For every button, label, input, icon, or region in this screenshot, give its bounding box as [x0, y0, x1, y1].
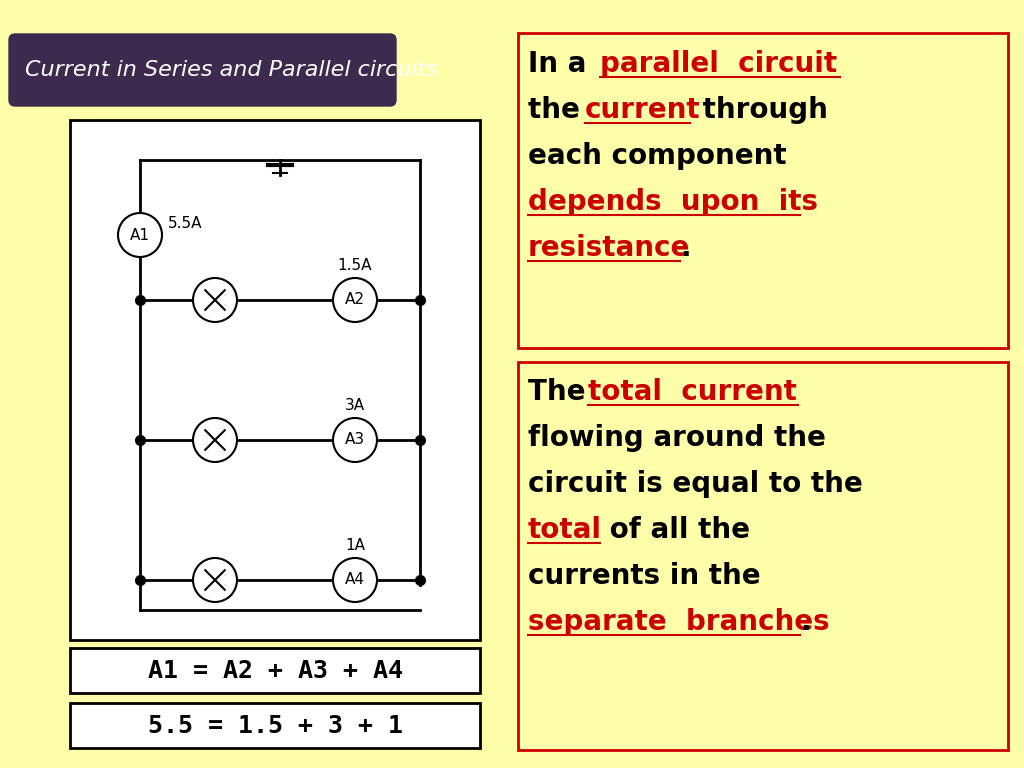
FancyBboxPatch shape	[518, 33, 1008, 348]
Circle shape	[193, 278, 237, 322]
FancyBboxPatch shape	[9, 34, 396, 106]
Circle shape	[193, 418, 237, 462]
Circle shape	[333, 418, 377, 462]
Text: current: current	[585, 96, 700, 124]
FancyBboxPatch shape	[70, 120, 480, 640]
Text: resistance: resistance	[528, 234, 690, 262]
Text: flowing around the: flowing around the	[528, 424, 826, 452]
Text: 1A: 1A	[345, 538, 365, 553]
Text: of all the: of all the	[600, 516, 750, 544]
Text: total  current: total current	[588, 378, 797, 406]
Text: Current in Series and Parallel circuits: Current in Series and Parallel circuits	[25, 60, 438, 80]
Text: In a: In a	[528, 50, 596, 78]
Text: A2: A2	[345, 293, 365, 307]
Text: A1: A1	[130, 227, 150, 243]
Circle shape	[333, 278, 377, 322]
Text: parallel  circuit: parallel circuit	[600, 50, 838, 78]
Text: the: the	[528, 96, 590, 124]
Text: depends  upon  its: depends upon its	[528, 188, 818, 216]
Text: through: through	[693, 96, 827, 124]
Text: each component: each component	[528, 142, 786, 170]
Text: 3A: 3A	[345, 398, 366, 413]
FancyBboxPatch shape	[518, 362, 1008, 750]
Circle shape	[193, 558, 237, 602]
Circle shape	[333, 558, 377, 602]
Text: separate  branches: separate branches	[528, 608, 829, 636]
FancyBboxPatch shape	[70, 703, 480, 748]
Text: 5.5 = 1.5 + 3 + 1: 5.5 = 1.5 + 3 + 1	[147, 714, 402, 738]
Text: .: .	[680, 234, 690, 262]
Text: The: The	[528, 378, 595, 406]
Text: A1 = A2 + A3 + A4: A1 = A2 + A3 + A4	[147, 659, 402, 683]
Circle shape	[118, 213, 162, 257]
Text: currents in the: currents in the	[528, 562, 761, 590]
Text: total: total	[528, 516, 602, 544]
Text: circuit is equal to the: circuit is equal to the	[528, 470, 863, 498]
Text: 1.5A: 1.5A	[338, 258, 373, 273]
Text: A4: A4	[345, 572, 365, 588]
Text: 5.5A: 5.5A	[168, 216, 203, 230]
Text: .: .	[800, 608, 811, 636]
Text: A3: A3	[345, 432, 366, 448]
FancyBboxPatch shape	[70, 648, 480, 693]
